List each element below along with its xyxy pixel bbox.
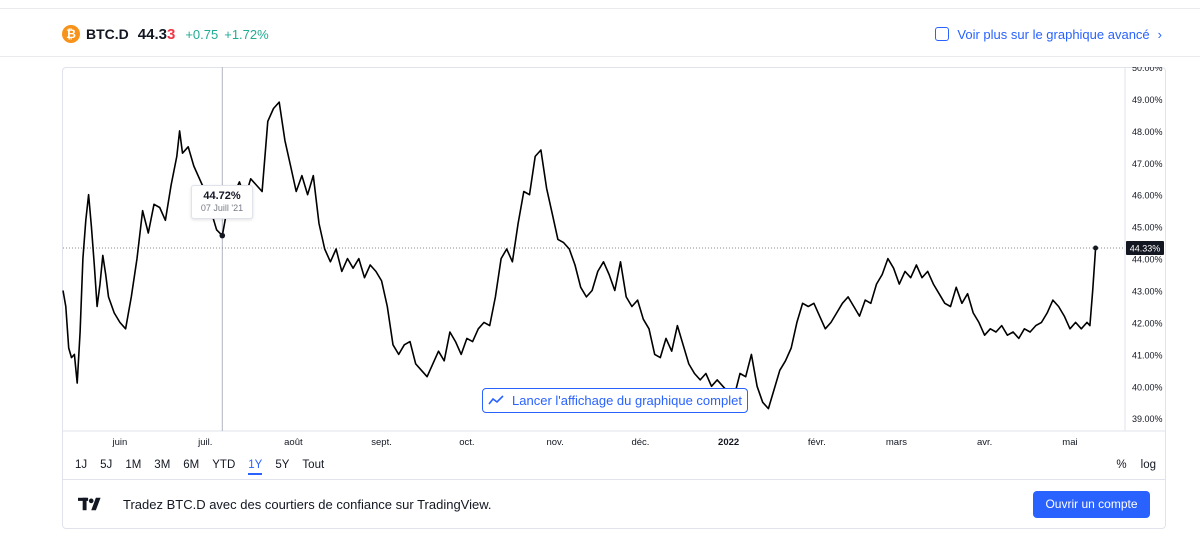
- y-tick-label: 40.00%: [1132, 382, 1163, 392]
- range-button-ytd[interactable]: YTD: [212, 459, 236, 471]
- tooltip-value: 44.72%: [203, 190, 241, 202]
- symbol-header: ₿ BTC.D 44.33 +0.75 +1.72% Voir plus sur…: [62, 22, 1162, 46]
- trend-line-icon: [488, 393, 504, 408]
- change-absolute: +0.75: [185, 26, 219, 42]
- last-price-label: 44.33%: [1130, 244, 1161, 254]
- x-tick-label: mai: [1062, 437, 1077, 448]
- log-scale-toggle[interactable]: log: [1140, 459, 1156, 471]
- range-button-5y[interactable]: 5Y: [275, 459, 290, 471]
- open-account-button[interactable]: Ouvrir un compte: [1033, 490, 1150, 518]
- x-tick-label: nov.: [546, 437, 563, 448]
- x-tick-label: avr.: [977, 437, 992, 448]
- range-button-3m[interactable]: 3M: [154, 459, 171, 471]
- y-tick-label: 41.00%: [1132, 350, 1163, 360]
- y-tick-label: 44.00%: [1132, 255, 1163, 265]
- x-tick-label: oct.: [459, 437, 474, 448]
- x-tick-label: mars: [886, 437, 907, 448]
- broker-text: Tradez BTC.D avec des courtiers de confi…: [123, 496, 492, 512]
- last-price-digit: 3: [166, 25, 176, 43]
- x-tick-label: 2022: [718, 437, 739, 448]
- x-tick-label: sept.: [371, 437, 392, 448]
- x-tick-label: juin: [111, 437, 127, 448]
- percent-scale-toggle[interactable]: %: [1116, 459, 1127, 471]
- last-price: 44.33: [138, 26, 176, 43]
- advanced-chart-link[interactable]: Voir plus sur le graphique avancé ›: [935, 27, 1162, 42]
- bitcoin-icon: ₿: [62, 25, 80, 43]
- y-tick-label: 46.00%: [1132, 191, 1163, 201]
- range-button-1j[interactable]: 1J: [75, 459, 88, 471]
- launch-full-chart-label: Lancer l'affichage du graphique complet: [512, 393, 742, 408]
- last-price-main: 44.3: [137, 25, 167, 43]
- y-tick-label: 45.00%: [1132, 223, 1163, 233]
- x-tick-label: août: [284, 437, 303, 448]
- header-divider: [0, 56, 1200, 57]
- launch-full-chart-button[interactable]: Lancer l'affichage du graphique complet: [482, 388, 748, 413]
- y-tick-label: 48.00%: [1132, 127, 1163, 137]
- y-tick-label: 43.00%: [1132, 287, 1163, 297]
- x-tick-label: déc.: [631, 437, 649, 448]
- y-tick-label: 49.00%: [1132, 95, 1163, 105]
- y-tick-label: 50.00%: [1132, 67, 1163, 73]
- advanced-chart-label: Voir plus sur le graphique avancé: [957, 26, 1150, 42]
- y-tick-label: 47.00%: [1132, 159, 1163, 169]
- footer-divider: [63, 479, 1165, 480]
- chart-card: [62, 67, 1166, 529]
- change-percent: +1.72%: [224, 26, 269, 42]
- x-tick-label: févr.: [808, 437, 826, 448]
- scale-options: % log: [1116, 459, 1156, 471]
- y-tick-label: 39.00%: [1132, 414, 1163, 424]
- range-selector: 1J 5J 1M 3M 6M YTD 1Y 5Y Tout: [75, 459, 337, 475]
- top-divider: [0, 8, 1200, 9]
- chevron-right-icon: ›: [1157, 26, 1162, 42]
- last-price-label-bg: [1126, 241, 1164, 256]
- chart-icon: [935, 27, 950, 41]
- crosshair-point: [219, 232, 226, 239]
- range-button-6m[interactable]: 6M: [183, 459, 200, 471]
- range-button-1y[interactable]: 1Y: [248, 459, 263, 475]
- tradingview-logo-icon: [78, 497, 101, 511]
- last-point: [1093, 245, 1099, 251]
- y-tick-label: 42.00%: [1132, 318, 1163, 328]
- range-button-1m[interactable]: 1M: [125, 459, 142, 471]
- broker-footer: Tradez BTC.D avec des courtiers de confi…: [78, 490, 1150, 518]
- range-button-tout[interactable]: Tout: [302, 459, 325, 471]
- price-chart[interactable]: 50.00% 49.00% 48.00% 47.00% 46.00% 45.00% 44.0…: [62, 67, 1166, 457]
- x-tick-label: juil.: [197, 437, 212, 448]
- series-line: [62, 101, 1097, 410]
- symbol-name[interactable]: BTC.D: [86, 26, 129, 42]
- crosshair-tooltip: 44.72% 07 Juill '21: [191, 185, 253, 219]
- tooltip-date: 07 Juill '21: [200, 203, 244, 213]
- range-button-5j[interactable]: 5J: [100, 459, 113, 471]
